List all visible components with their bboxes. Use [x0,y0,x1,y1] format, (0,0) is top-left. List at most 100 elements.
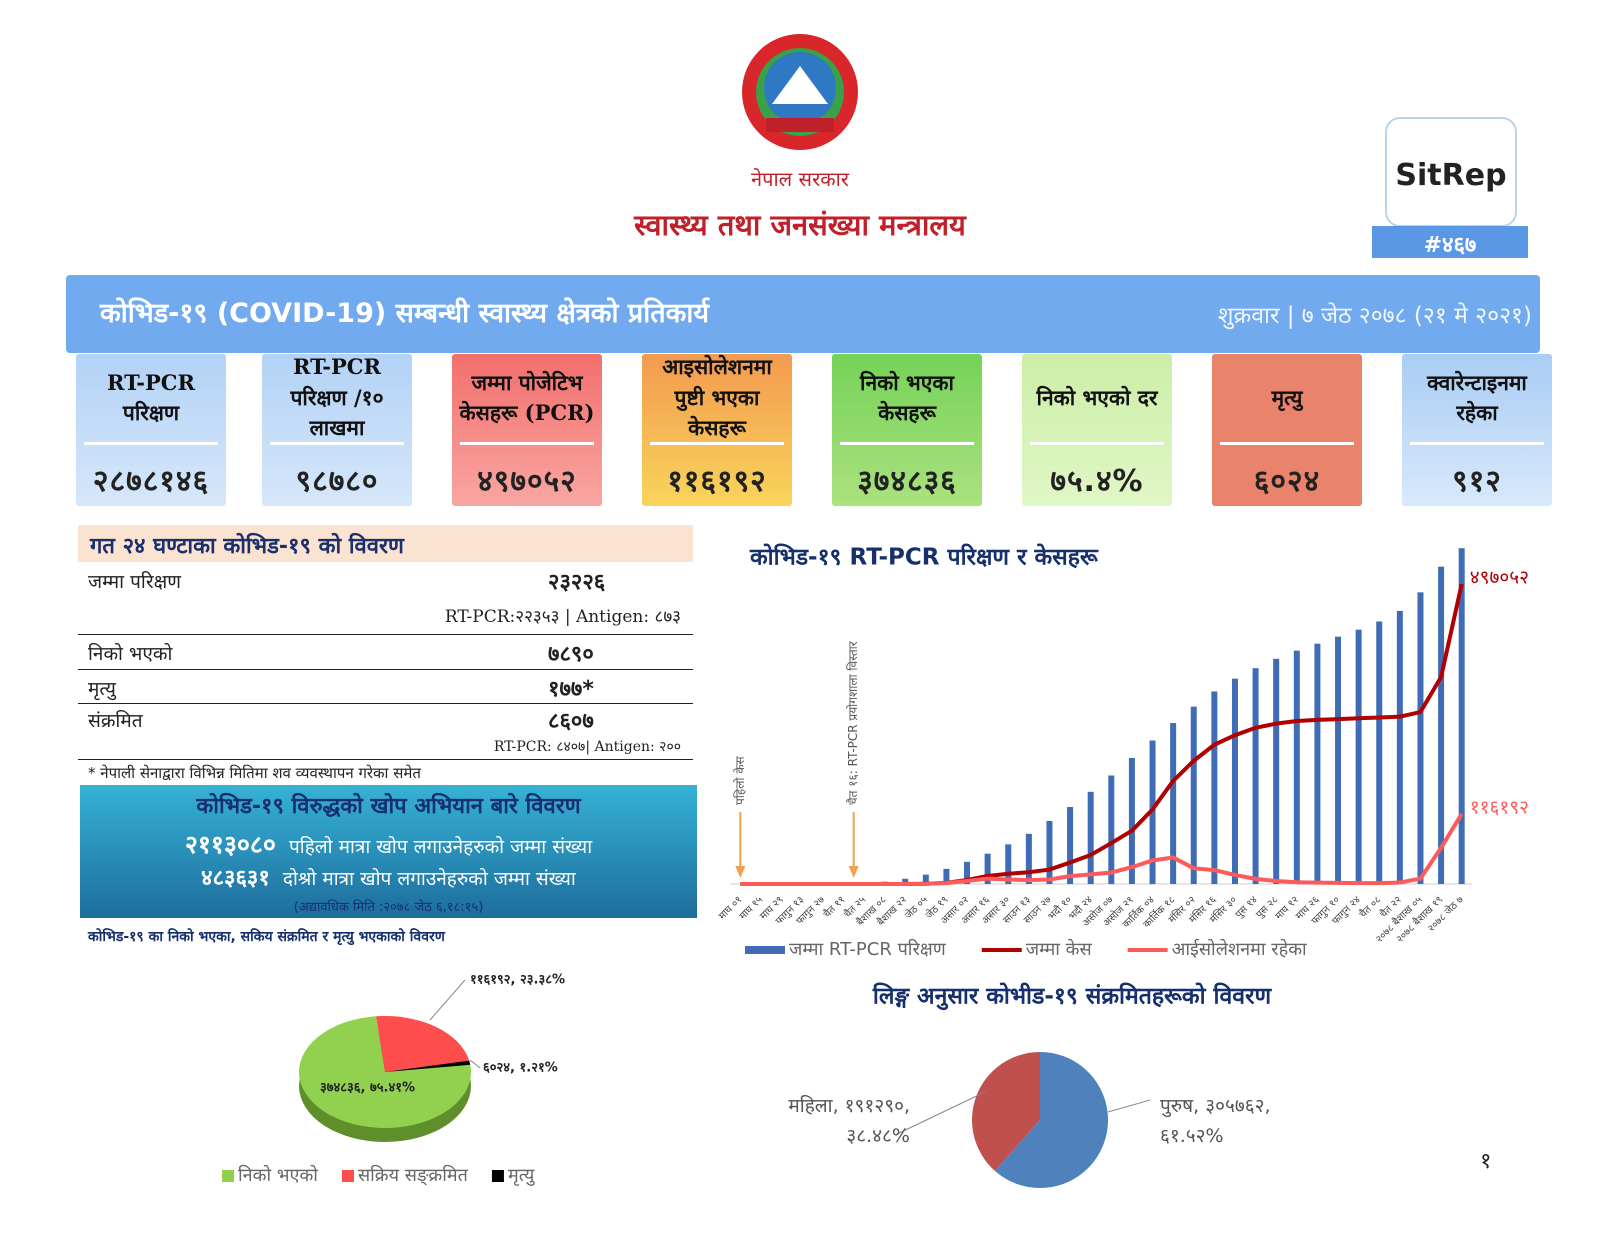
row-label: निको भएको [88,643,173,665]
chart-title: कोभिड-१९ RT-PCR परिक्षण र केसहरू [749,543,1099,571]
row-value: ७८९० [548,642,594,667]
banner-bg [66,275,1540,353]
card-divider [1410,442,1544,445]
x-tick-label: चैत ०८ [1357,894,1384,921]
bar [1067,807,1074,884]
bar [1170,723,1177,884]
bar [1108,775,1115,884]
stat-card: RT-PCR परिक्षण /१० लाखमा ९८७८० [262,354,412,506]
pie-slice [994,1052,1108,1188]
vaccine-value: ४८३६३१ [201,866,270,891]
bar [1087,791,1094,884]
ministry-title: स्वास्थ्य तथा जनसंख्या मन्त्रालय [634,208,966,242]
stat-card: RT-PCR परिक्षण २८७८१४६ [76,354,226,506]
stat-card: मृत्यु ६०२४ [1212,354,1362,506]
stat-card: क्वारेन्टाइनमा रहेका ९१२ [1402,354,1552,506]
leader-line [469,1059,481,1069]
stat-card: आइसोलेशनमा पुष्टी भएका केसहरू ११६१९२ [642,354,792,506]
vaccine-row: २११३०८० पहिलो मात्रा खोप लगाउनेहरुको जम्… [80,827,697,861]
annotation: पहिलो केस [733,755,747,805]
data-label: ३७४८३६, ७५.४१% [320,1081,415,1096]
row-value: १७७* [548,677,594,702]
annotation-arrowhead [848,866,859,878]
card-value: ७५.४% [1050,464,1144,499]
table-note: * नेपाली सेनाद्वारा विभिन्न मितिमा शव व्… [88,764,421,782]
card-divider [1220,442,1354,445]
legend-label: जम्मा केस [1026,938,1093,960]
card-divider [460,442,594,445]
bar [1211,691,1218,884]
legend-label: जम्मा RT-PCR परिक्षण [789,938,947,960]
legend-label: निको भएको [238,1164,318,1186]
card-label: क्वारेन्टाइनमा रहेका [1427,369,1527,425]
bar [1005,844,1012,884]
bar [1046,821,1053,884]
card-label: निको भएका केसहरू [860,369,954,425]
card-value: ३७४८३६ [857,464,957,499]
x-tick-label: पुस १४ [1234,894,1260,920]
vaccine-label: पहिलो मात्रा खोप लगाउनेहरुको जम्मा संख्य… [288,836,593,858]
row-label: संक्रमित [88,710,143,732]
line [740,812,1464,886]
bar [1128,758,1135,884]
legend-label: आईसोलेशनमा रहेका [1172,938,1307,960]
table-row: निको भएको ७८९० [78,636,693,670]
annotation-arrowhead [735,866,746,878]
table-row: संक्रमित ८६०७ RT-PCR: ८४०७| Antigen: २०० [78,705,693,760]
card-value: ९८७८० [295,464,379,499]
bar [1231,678,1238,884]
row-detail: RT-PCR:२२३५३ | Antigen: ८७३ [444,607,681,627]
card-label: RT-PCR परिक्षण /१० लाखमा [290,354,384,441]
row-value: ८६०७ [548,709,594,734]
leader-line [1107,1099,1151,1113]
emblem-caption: नेपाल सरकार [751,167,849,191]
stat-card: निको भएको दर ७५.४% [1022,354,1172,506]
bar [1355,629,1362,884]
legend-swatch [491,1170,504,1182]
row-label: मृत्यु [88,678,116,700]
table-title-bg [78,525,693,562]
stat-card: निको भएका केसहरू ३७४८३६ [832,354,982,506]
card-value: ११६१९२ [667,464,767,499]
pie-slice [299,1016,471,1128]
card-label: RT-PCR परिक्षण [107,369,195,425]
data-label: पुरुष, ३०५७६२, ६१.५२% [1160,1095,1271,1148]
bar [902,878,909,884]
card-divider [270,442,404,445]
pie-slice [972,1052,1041,1171]
bar [1376,621,1383,884]
legend-label: सक्रिय सङ्क्रमित [358,1164,469,1186]
legend-label: मृत्यु [508,1165,535,1186]
bar [1190,706,1197,884]
card-divider [840,442,974,445]
row-label: जम्मा परिक्षण [88,571,181,593]
data-label: ११६१९२ [1470,796,1529,818]
table-title: गत २४ घण्टाका कोभिड-१९ को विवरण [90,534,404,559]
card-value: ४९७०५२ [477,464,577,499]
data-label: ६०२४, १.२१% [483,1061,558,1076]
vaccine-row: ४८३६३१ दोश्रो मात्रा खोप लगाउनेहरुको जम्… [80,862,697,892]
banner-title: कोभिड-१९ (COVID-19) सम्बन्धी स्वास्थ्य क… [100,298,709,329]
card-divider [650,442,784,445]
card-label: निको भएको दर [1036,384,1158,410]
card-value: ६०२४ [1253,464,1321,499]
bar [922,874,929,884]
bar [984,853,991,884]
pie-slice [376,1016,470,1072]
sitrep-number: #४६७ [1423,233,1477,258]
bar [964,861,971,884]
table-row: जम्मा परिक्षण २३२२६ RT-PCR:२२३५३ | Antig… [78,564,693,635]
row-value: २३२२६ [548,570,606,595]
bar [1293,650,1300,884]
stat-card: जम्मा पोजेटिभ केसहरू (PCR) ४९७०५२ [452,354,602,506]
sitrep-label: SitRep [1395,158,1507,193]
card-divider [1030,442,1164,445]
sitrep-tab [1372,226,1528,258]
leader-line [894,1091,986,1136]
data-label: ४९७०५२ [1470,567,1529,589]
x-tick-label: चैत ११ [821,894,848,921]
vaccine-title: कोभिड-१९ विरुद्धको खोप अभियान बारे विवरण [196,794,581,819]
bar [1314,643,1321,884]
annotation: चैत १६: RT-PCR प्रयोगशाला विस्तार [846,640,860,805]
